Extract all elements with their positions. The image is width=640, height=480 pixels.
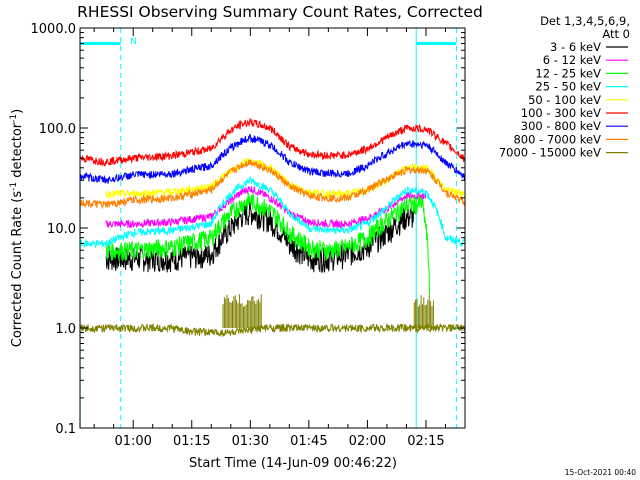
series-spikes-0	[222, 294, 262, 328]
legend-label-7: 800 - 7000 keV	[513, 132, 601, 146]
y-axis-label-main: Corrected Count Rate (s	[10, 191, 25, 348]
legend-label-0: 3 - 6 keV	[550, 40, 601, 54]
y-tick-label-0: 1000.0	[31, 22, 77, 37]
y-tick-label-3: 1.0	[55, 322, 76, 337]
series-group-8	[80, 294, 465, 338]
y-axis-label-sup2: -1	[9, 114, 19, 123]
x-tick-label-4: 02:00	[349, 434, 386, 449]
series-group-6	[80, 133, 465, 184]
legend-label-6: 300 - 800 keV	[521, 119, 601, 133]
y-axis-label-sup1: -1	[9, 182, 19, 191]
chart-title: RHESSI Observing Summary Count Rates, Co…	[77, 3, 483, 21]
y-axis: 1000.0 100.0 10.0 1.0 0.1	[31, 22, 465, 437]
legend-header-line1: Det 1,3,4,5,6,9,	[540, 14, 630, 28]
x-tick-label-0: 01:00	[114, 434, 151, 449]
y-tick-label-1: 100.0	[39, 122, 76, 137]
series-line-0	[105, 201, 415, 273]
series-group-3	[80, 176, 465, 249]
series-spikes-1	[413, 295, 434, 328]
x-tick-label-1: 01:15	[173, 434, 210, 449]
y-axis-label-end: )	[10, 109, 25, 114]
series-line-8	[80, 322, 465, 338]
legend-label-5: 100 - 300 keV	[521, 106, 601, 120]
series-group-2	[105, 192, 431, 296]
series-layer	[80, 118, 465, 338]
footer-date: 15-Oct-2021 00:40	[565, 468, 636, 477]
x-tick-label-2: 01:30	[232, 434, 269, 449]
series-group-5	[80, 118, 465, 168]
night-marker: N	[130, 37, 137, 47]
x-axis: 01:00 01:15 01:30 01:45 02:00 02:15	[93, 28, 466, 449]
series-group-7	[80, 159, 465, 210]
series-line-5	[80, 118, 465, 168]
series-line-3	[80, 176, 465, 249]
y-tick-label-2: 10.0	[47, 222, 76, 237]
series-line-4	[105, 157, 465, 200]
series-line-7	[80, 159, 465, 210]
series-line-2	[105, 192, 431, 296]
series-line-6	[80, 133, 465, 184]
legend-label-2: 12 - 25 keV	[535, 66, 601, 80]
x-axis-label: Start Time (14-Jun-09 00:46:22)	[189, 456, 397, 471]
y-axis-label-mid: detector	[10, 122, 25, 182]
legend-label-3: 25 - 50 keV	[535, 80, 601, 94]
x-tick-label-3: 01:45	[290, 434, 327, 449]
series-group-4	[105, 157, 465, 200]
y-tick-label-4: 0.1	[55, 422, 76, 437]
x-tick-label-5: 02:15	[407, 434, 444, 449]
legend-label-8: 7000 - 15000 keV	[499, 146, 601, 160]
legend-header-line2: Att 0	[602, 27, 630, 41]
legend-label-1: 6 - 12 keV	[543, 53, 601, 67]
legend-label-4: 50 - 100 keV	[528, 93, 601, 107]
y-axis-label: Corrected Count Rate (s-1 detector-1)	[9, 109, 25, 347]
series-group-0	[105, 201, 415, 273]
